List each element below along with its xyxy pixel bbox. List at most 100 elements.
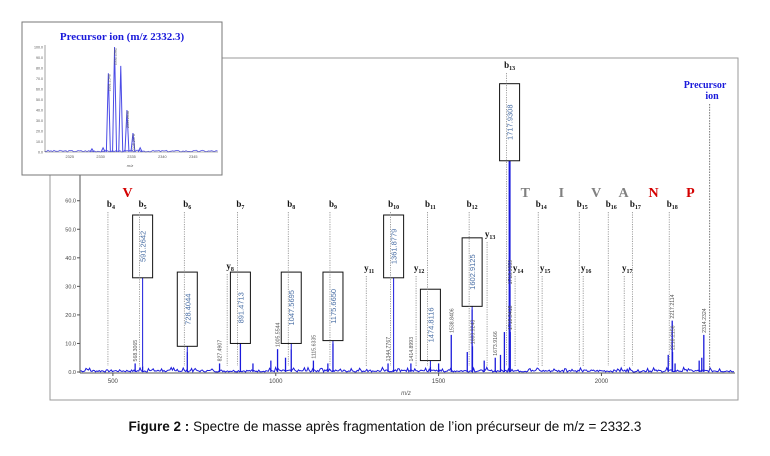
x-axis-label: m/z	[401, 391, 411, 397]
peak-mz-label: 1115.6335	[311, 335, 317, 359]
fragment-ion-label-b16: b16	[606, 199, 617, 211]
y-tick-label: 10.0	[65, 341, 76, 347]
inset-y-tick-label: 90.0	[36, 56, 43, 60]
fragment-ion-label-b17: b17	[630, 199, 641, 211]
peak-mz-label: 1718.9359	[508, 260, 514, 285]
y-tick-label: 20.0	[65, 313, 76, 319]
x-tick-label: 1000	[269, 379, 283, 385]
fragment-ion-label-b12: b12	[467, 199, 478, 211]
fragment-ion-label-b11: b11	[425, 199, 436, 211]
y-tick-label: 30.0	[65, 284, 76, 290]
fragment-ion-label-y14: y14	[513, 263, 524, 275]
caption-label: Figure 2 :	[128, 419, 190, 434]
caption-text: Spectre de masse après fragmentation de …	[189, 419, 642, 434]
boxed-peak-mz-label: 1717.9308	[506, 105, 515, 140]
inset-spectrum-peak	[100, 146, 106, 153]
inset-y-tick-label: 40.0	[36, 108, 43, 112]
fragment-ion-label-y13: y13	[485, 229, 496, 241]
inset-spectrum-peak	[130, 133, 136, 153]
inset-spectrum-peak	[124, 109, 130, 153]
peak-mz-label: 1673.9166	[493, 331, 499, 356]
fragment-ion-label-b14: b14	[536, 199, 547, 211]
y-tick-label: 0.0	[68, 370, 76, 376]
inset-y-tick-label: 60.0	[36, 87, 43, 91]
fragment-ion-label-b6: b6	[183, 199, 191, 211]
boxed-peak-mz-label: 1047.5695	[287, 290, 296, 325]
boxed-peak-mz-label: 1474.8116	[426, 307, 435, 342]
fragment-ion-label-y17: y17	[622, 263, 633, 275]
fragment-ion-label-b4: b4	[107, 199, 115, 211]
peak-mz-label: 1005.5544	[276, 323, 282, 348]
peak-mz-label: 827.4907	[218, 340, 224, 362]
fragment-ion-label-y12: y12	[414, 263, 425, 275]
inset-x-tick-label: 2345	[189, 155, 197, 159]
fragment-ion-label-b9: b9	[329, 199, 337, 211]
fragment-ion-label-y15: y15	[540, 263, 551, 275]
fragment-ion-label-b7: b7	[236, 199, 244, 211]
peak-mz-label: 2217.2114	[670, 294, 676, 318]
inset-x-tick-label: 2335	[127, 155, 135, 159]
inset-peak-mz-label: 2335.2370	[132, 134, 136, 151]
inset-peak-mz-label: 2332.2582	[114, 48, 118, 65]
fragment-ion-label-b18: b18	[667, 199, 678, 211]
figure-caption: Figure 2 : Spectre de masse après fragme…	[0, 419, 770, 434]
fragment-ion-label-y11: y11	[364, 263, 374, 275]
peak-mz-label: 2218.2156	[671, 325, 677, 350]
precursor-label-line2: ion	[705, 91, 719, 102]
fragment-ion-label-y16: y16	[581, 263, 592, 275]
peak-label-box	[229, 271, 251, 344]
inset-x-axis-label: m/z	[127, 163, 133, 168]
x-tick-label: 500	[108, 379, 119, 385]
inset-spectrum-peak	[137, 146, 143, 153]
inset-x-tick-label: 2330	[96, 155, 104, 159]
fragment-ion-label-b15: b15	[577, 199, 588, 211]
y-tick-label: 60.0	[65, 199, 76, 205]
y-tick-label: 40.0	[65, 256, 76, 262]
inset-y-tick-label: 30.0	[36, 119, 43, 123]
inset-x-tick-label: 2325	[65, 155, 73, 159]
inset-y-tick-label: 100.0	[34, 45, 43, 49]
x-tick-label: 2000	[595, 379, 609, 385]
peak-label-box	[176, 271, 198, 347]
peak-mz-label: 568.3065	[133, 340, 139, 362]
boxed-peak-mz-label: 891.4713	[236, 292, 245, 323]
peak-mz-label: 1538.8406	[449, 308, 455, 333]
baseline-noise	[79, 365, 735, 374]
precursor-label-line1: Precursor	[684, 80, 727, 91]
inset-spectrum-peak	[112, 46, 118, 153]
peak-label-box	[419, 288, 441, 362]
inset-y-tick-label: 80.0	[36, 66, 43, 70]
inset-y-tick-label: 20.0	[36, 129, 43, 133]
y-tick-label: 50.0	[65, 227, 76, 233]
inset-spectrum-peak	[118, 65, 124, 153]
inset-spectrum-peak	[105, 73, 111, 153]
x-tick-label: 1500	[432, 379, 446, 385]
sequence-residue-N: N	[649, 186, 659, 201]
peak-label-box	[499, 83, 521, 162]
inset-y-tick-label: 10.0	[36, 140, 43, 144]
peak-mz-label: 1603.9243	[470, 320, 476, 345]
fragment-ion-label-b5: b5	[139, 199, 147, 211]
peak-label-box	[132, 214, 154, 279]
inset-title: Precursor ion (m/z 2332.3)	[60, 31, 185, 43]
sequence-residue-T: T	[521, 186, 531, 201]
peak-label-box	[383, 214, 405, 279]
sequence-residue-A: A	[619, 186, 630, 201]
inset-y-tick-label: 0.0	[38, 150, 43, 154]
peak-label-box	[280, 271, 302, 344]
fragment-ion-label-b13: b13	[504, 60, 515, 72]
sequence-residue-P: P	[686, 186, 695, 201]
inset-peak-mz-label: 2331.2548	[107, 74, 111, 91]
sequence-residue-I: I	[559, 186, 564, 201]
inset-x-tick-label: 2340	[158, 155, 166, 159]
inset-y-tick-label: 70.0	[36, 77, 43, 81]
peak-mz-label: 1414.8993	[409, 337, 415, 362]
boxed-peak-mz-label: 728.4044	[183, 294, 192, 325]
fragment-ion-label-b10: b10	[388, 199, 399, 211]
boxed-peak-mz-label: 1361.8779	[390, 229, 399, 264]
inset-baseline-noise	[44, 149, 218, 153]
boxed-peak-mz-label: 1175.6650	[329, 289, 338, 324]
peak-mz-label: 2314.2324	[702, 308, 708, 333]
inset-peak-mz-label: 2334.2638	[126, 111, 130, 128]
